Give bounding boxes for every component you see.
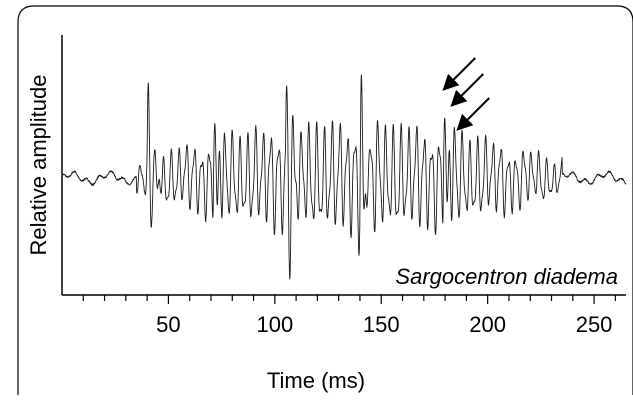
x-minor-ticks — [82, 295, 616, 304]
waveform-trace — [61, 74, 627, 280]
x-tick-label: 250 — [576, 312, 613, 337]
x-tick-label: 100 — [256, 312, 293, 337]
pulse-arrows — [442, 57, 490, 131]
pulse-arrow — [442, 57, 476, 91]
y-axis-label: Relative amplitude — [26, 75, 51, 256]
x-tick-label: 50 — [156, 312, 180, 337]
pulse-arrow — [456, 97, 490, 131]
pulse-arrow — [450, 73, 484, 107]
x-tick-label: 200 — [469, 312, 506, 337]
x-tick-labels: 50 100 150 200 250 — [156, 312, 612, 337]
x-axis-label: Time (ms) — [267, 368, 365, 393]
x-tick-label: 150 — [363, 312, 400, 337]
annotation-label: Sargocentron diadema — [395, 264, 618, 289]
figure-frame — [17, 5, 633, 395]
